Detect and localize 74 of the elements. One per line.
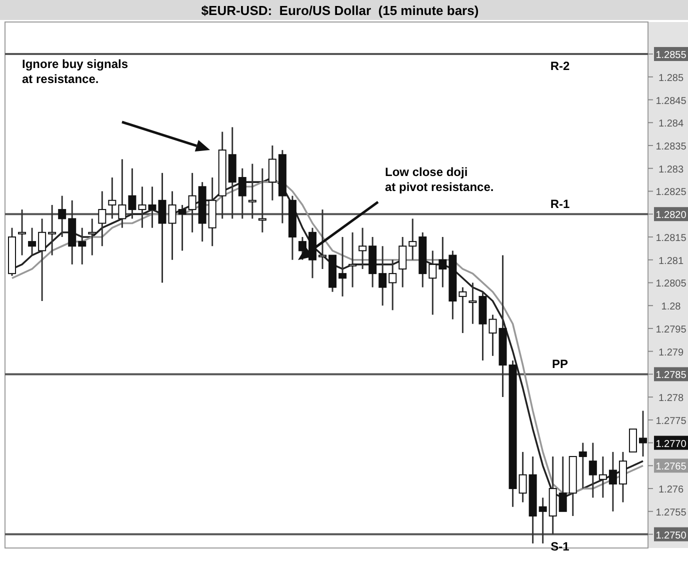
y-tick-label: 1.2785	[656, 370, 687, 382]
candlestick	[148, 186, 156, 229]
y-tick-label: 1.2755	[656, 507, 687, 518]
candlestick	[78, 227, 86, 266]
candlestick	[18, 208, 26, 256]
candlestick	[588, 442, 597, 498]
candlestick	[238, 168, 246, 220]
y-tick-label: 1.2835	[656, 141, 687, 152]
y-tick-label: 1.2855	[656, 50, 687, 62]
y-tick-label: 1.2750	[656, 530, 687, 542]
candlestick	[58, 195, 66, 238]
candlestick	[38, 218, 46, 302]
candlestick	[608, 451, 617, 512]
y-tick-label: 1.2775	[656, 416, 687, 427]
y-tick-label: 1.283	[658, 164, 684, 176]
y-tick-label: 1.2795	[656, 324, 687, 336]
y-tick-label: 1.2765	[656, 462, 687, 473]
candlestick	[48, 204, 56, 256]
ref-line-label: R-1	[550, 197, 570, 212]
candlestick	[268, 144, 276, 202]
candlestick	[168, 190, 176, 261]
candlestick	[98, 190, 106, 247]
candlestick	[28, 227, 36, 256]
annotation: Ignore buy signals at resistance.	[22, 57, 128, 86]
y-tick-label: 1.279	[658, 347, 684, 358]
y-tick-label: 1.2770	[656, 438, 687, 450]
candlestick	[578, 442, 587, 490]
y-tick-label: 1.2815	[656, 232, 687, 244]
candlestick	[248, 163, 256, 220]
candlestick	[318, 208, 326, 270]
candlestick	[628, 428, 637, 452]
candlestick	[158, 172, 166, 284]
candlestick	[438, 236, 447, 288]
candlestick	[298, 236, 306, 261]
y-tick-label: 1.2820	[656, 210, 687, 222]
candlestick	[178, 204, 186, 252]
annotation: Low close doji at pivot resistance.	[385, 165, 494, 194]
candlestick	[518, 451, 527, 504]
y-tick-label: 1.278	[658, 393, 684, 404]
y-tick-label: 1.2825	[656, 187, 687, 198]
candlestick	[118, 158, 126, 229]
candlestick	[348, 232, 357, 288]
chart-title: $EUR-USD: Euro/US Dollar (15 minute bars)	[201, 3, 479, 18]
y-tick-label: 1.276	[658, 484, 684, 496]
candlestick	[428, 250, 437, 316]
ref-line-label: S-1	[550, 539, 570, 554]
candlestick	[188, 172, 196, 234]
y-tick-label: 1.281	[658, 256, 684, 267]
y-tick-label: 1.284	[658, 118, 684, 130]
candlestick	[258, 168, 266, 234]
candlestick	[408, 218, 417, 261]
candlestick	[338, 236, 347, 298]
candlestick	[558, 456, 567, 512]
candlestick	[488, 314, 497, 357]
candlestick	[598, 456, 607, 498]
candlestick	[618, 451, 627, 504]
candlestick	[108, 176, 116, 220]
candlestick	[358, 227, 367, 270]
candlestick	[468, 282, 477, 325]
y-tick-label: 1.2805	[656, 278, 687, 290]
candlestick	[458, 286, 467, 334]
candlestick	[138, 186, 146, 229]
candlestick	[538, 496, 547, 544]
y-tick-label: 1.28	[661, 302, 682, 313]
candlestick	[388, 259, 397, 311]
candlestick	[88, 218, 96, 256]
candlestick	[128, 168, 136, 220]
candlestick	[638, 410, 647, 458]
candlestick	[398, 236, 407, 288]
ref-line-label: R-2	[550, 59, 570, 74]
y-tick-label: 1.285	[658, 72, 684, 84]
ref-line-label: PP	[552, 357, 568, 372]
y-tick-label: 1.2845	[656, 96, 687, 107]
candlestick	[378, 245, 387, 306]
